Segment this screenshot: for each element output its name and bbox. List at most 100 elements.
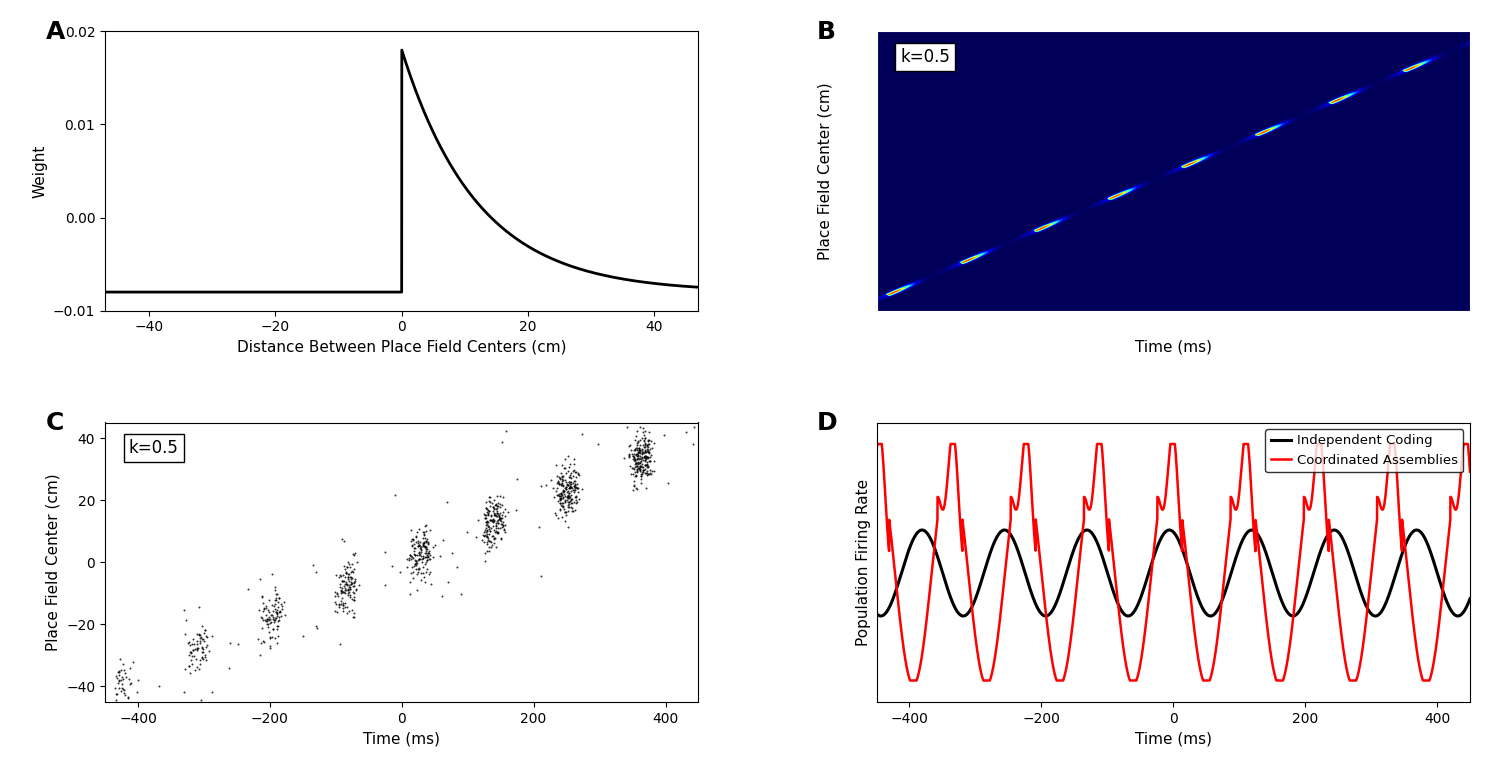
Point xyxy=(340,611,364,623)
Point xyxy=(419,552,442,565)
Point xyxy=(419,524,442,537)
Point xyxy=(405,548,429,561)
Point xyxy=(266,607,290,619)
Point xyxy=(414,547,438,559)
Point xyxy=(636,459,660,471)
Point xyxy=(262,614,286,626)
Point xyxy=(402,548,426,561)
Point xyxy=(406,537,430,549)
Point xyxy=(476,535,500,548)
Point xyxy=(252,614,276,626)
Point xyxy=(400,551,424,564)
Point xyxy=(621,450,645,463)
Point xyxy=(484,519,508,531)
Point xyxy=(255,615,279,627)
Point xyxy=(336,558,360,570)
Point xyxy=(546,495,570,507)
Point xyxy=(556,491,580,503)
Point xyxy=(339,578,363,590)
Point xyxy=(477,495,501,507)
Point xyxy=(400,534,424,546)
Point xyxy=(411,551,435,564)
Point xyxy=(330,592,354,604)
Point xyxy=(410,567,434,580)
Point xyxy=(626,457,650,470)
Point xyxy=(484,500,508,512)
Point xyxy=(622,451,646,463)
Point xyxy=(634,458,658,470)
Point xyxy=(336,573,360,586)
Point xyxy=(413,536,436,548)
Point xyxy=(336,584,360,597)
Point xyxy=(639,443,663,456)
Point xyxy=(188,601,211,614)
Point xyxy=(633,444,657,456)
Point xyxy=(410,541,434,553)
Point xyxy=(496,505,520,518)
Point xyxy=(633,452,657,464)
Point xyxy=(555,491,579,503)
Point xyxy=(266,629,290,642)
Point xyxy=(530,569,554,582)
Point xyxy=(405,568,429,580)
Point xyxy=(483,520,507,533)
Point xyxy=(494,510,517,523)
Point xyxy=(334,561,358,573)
Point xyxy=(567,493,591,505)
Point xyxy=(549,478,573,491)
Point xyxy=(339,577,363,590)
Point xyxy=(624,459,648,472)
Point xyxy=(413,541,436,554)
Point xyxy=(633,445,657,457)
Point xyxy=(414,544,438,557)
Point xyxy=(474,516,498,529)
Point xyxy=(258,626,282,638)
Point xyxy=(332,604,356,617)
Point xyxy=(622,448,646,460)
Point xyxy=(639,442,663,455)
Point xyxy=(651,429,675,441)
Point xyxy=(471,529,495,541)
Point xyxy=(627,456,651,469)
Point xyxy=(328,577,352,590)
Point xyxy=(345,556,369,569)
Point xyxy=(255,617,279,629)
Point xyxy=(400,573,424,585)
Point xyxy=(336,584,360,597)
Point xyxy=(483,514,507,526)
Point xyxy=(108,685,132,697)
Point xyxy=(106,682,130,694)
Point xyxy=(249,637,273,650)
Point xyxy=(624,444,648,456)
Point xyxy=(192,626,216,639)
Point xyxy=(324,588,348,601)
Point xyxy=(112,684,136,697)
Point xyxy=(262,632,286,644)
Point xyxy=(342,594,366,606)
Point xyxy=(486,526,510,539)
Point xyxy=(626,441,650,454)
Point xyxy=(621,461,645,473)
Point xyxy=(417,550,441,562)
Point xyxy=(489,532,513,544)
Point xyxy=(411,526,435,538)
Point xyxy=(558,478,582,491)
Point xyxy=(482,501,506,513)
Point xyxy=(300,559,324,572)
Point xyxy=(188,663,211,675)
Point xyxy=(267,605,291,618)
Point xyxy=(258,642,282,654)
Point xyxy=(549,489,573,502)
Point xyxy=(616,450,640,463)
Point xyxy=(114,666,138,679)
Point xyxy=(626,465,650,477)
Point xyxy=(550,477,574,489)
Point xyxy=(626,444,650,456)
Point xyxy=(564,466,588,478)
Point xyxy=(336,567,360,580)
Point xyxy=(633,463,657,475)
Point xyxy=(476,515,500,527)
Point xyxy=(554,515,578,527)
Point xyxy=(255,613,279,626)
Point xyxy=(484,510,508,523)
